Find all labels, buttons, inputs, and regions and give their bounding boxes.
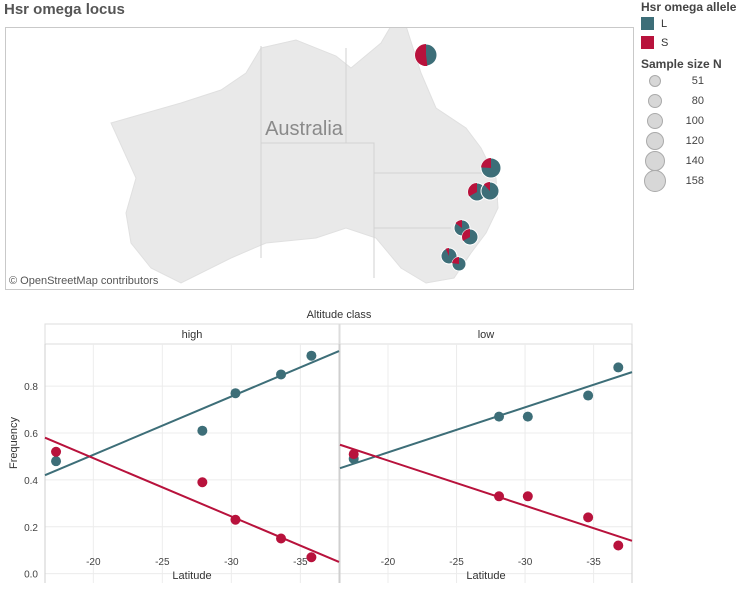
size-legend-label: 140 xyxy=(685,155,704,167)
map-pie[interactable] xyxy=(414,43,438,67)
x-tick-label: -20 xyxy=(86,557,101,568)
data-point-l[interactable] xyxy=(306,350,317,361)
data-point-s[interactable] xyxy=(276,533,287,544)
pie-slice-s xyxy=(461,229,470,241)
map-pies xyxy=(414,43,502,272)
facet-header: high xyxy=(182,329,203,341)
data-point-l[interactable] xyxy=(197,425,208,436)
data-point-s[interactable] xyxy=(348,449,359,460)
x-tick-label: -20 xyxy=(381,557,396,568)
pie-slice-s xyxy=(483,182,490,191)
page-title: Hsr omega locus xyxy=(4,1,125,18)
allele-l-swatch xyxy=(641,17,654,30)
pie-slice-s xyxy=(445,248,449,256)
trend-line-s xyxy=(339,443,633,542)
data-point-s[interactable] xyxy=(197,477,208,488)
data-point-l[interactable] xyxy=(51,456,62,467)
map-country-label: Australia xyxy=(265,118,344,140)
map-pie[interactable] xyxy=(480,157,502,179)
legend: Hsr omega allele L S Sample size N 51 80 1… xyxy=(641,0,749,192)
map-attribution: © OpenStreetMap contributors xyxy=(9,275,159,287)
x-axis-label: Latitude xyxy=(466,570,505,582)
legend-item-l[interactable]: L xyxy=(641,14,749,33)
y-tick-label: 0.0 xyxy=(24,570,38,581)
data-point-l[interactable] xyxy=(613,362,624,373)
y-tick-label: 0.4 xyxy=(24,476,38,487)
data-point-s[interactable] xyxy=(51,446,62,457)
x-tick-label: -30 xyxy=(224,557,239,568)
data-point-l[interactable] xyxy=(276,369,287,380)
x-axis-label: Latitude xyxy=(172,570,211,582)
trend-line-s xyxy=(44,436,340,563)
legend-item-label: L xyxy=(661,17,668,30)
size-legend-items: 51 80 100 120 140 158 xyxy=(641,71,749,192)
size-legend-item[interactable]: 80 xyxy=(641,91,749,111)
size-legend-label: 80 xyxy=(691,95,704,107)
facet-header: low xyxy=(478,329,495,341)
pie-slice-s xyxy=(452,257,459,264)
x-tick-label: -30 xyxy=(518,557,533,568)
size-circle-icon xyxy=(648,94,662,108)
state-borders xyxy=(260,46,496,278)
data-point-s[interactable] xyxy=(230,514,241,525)
trend-line-l xyxy=(339,371,633,470)
size-circle-icon xyxy=(644,170,666,192)
size-legend-item[interactable]: 100 xyxy=(641,111,749,131)
australia-map: Australia xyxy=(110,28,502,284)
size-legend-item[interactable]: 158 xyxy=(641,170,749,192)
data-point-l[interactable] xyxy=(583,390,594,401)
x-tick-label: -35 xyxy=(293,557,308,568)
y-tick-label: 0.8 xyxy=(24,382,38,393)
size-legend-label: 51 xyxy=(691,75,704,87)
x-tick-label: -25 xyxy=(449,557,464,568)
pie-slice-s xyxy=(414,44,428,66)
y-tick-label: 0.6 xyxy=(24,429,38,440)
map-pie[interactable] xyxy=(451,256,467,272)
y-tick-label: 0.2 xyxy=(24,523,38,534)
pie-slice-s xyxy=(468,183,477,197)
data-point-l[interactable] xyxy=(494,411,505,422)
australia-landmass xyxy=(110,28,499,284)
size-legend-title: Sample size N xyxy=(641,57,722,71)
data-point-l[interactable] xyxy=(522,411,533,422)
data-point-s[interactable] xyxy=(306,552,317,563)
legend-item-label: S xyxy=(661,36,669,49)
size-legend-label: 120 xyxy=(685,135,704,147)
allele-legend-title: Hsr omega allele xyxy=(641,0,737,14)
size-legend-label: 158 xyxy=(685,175,704,187)
size-legend-label: 100 xyxy=(685,115,704,127)
pie-slice-s xyxy=(481,158,491,168)
facet-panel-high: high -20 -25 -30 -35 Latitude xyxy=(44,323,340,583)
data-point-s[interactable] xyxy=(583,512,594,523)
data-point-l[interactable] xyxy=(230,388,241,399)
allele-s-swatch xyxy=(641,36,654,49)
frequency-chart: Altitude class high-20 -25 -30 -35Latitudel… xyxy=(8,309,633,583)
size-circle-icon xyxy=(647,113,663,129)
legend-item-s[interactable]: S xyxy=(641,33,749,52)
map-panel[interactable]: Australia © OpenStreetMap contributors xyxy=(5,27,634,290)
map-pie[interactable] xyxy=(480,181,500,201)
y-axis-label: Frequency xyxy=(8,417,20,469)
chart-panels: high -20 -25 -30 -35 Latitude low -20 -25 -30 -35 L… xyxy=(24,323,633,583)
data-point-s[interactable] xyxy=(494,491,505,502)
map-pie[interactable] xyxy=(461,228,479,246)
size-legend-item[interactable]: 120 xyxy=(641,131,749,151)
size-circle-icon xyxy=(649,75,661,87)
trend-line-l xyxy=(44,350,340,477)
size-legend-item[interactable]: 51 xyxy=(641,71,749,91)
column-header: Altitude class xyxy=(307,309,372,321)
size-legend-item[interactable]: 140 xyxy=(641,151,749,171)
data-point-s[interactable] xyxy=(522,491,533,502)
x-tick-label: -25 xyxy=(155,557,170,568)
x-tick-label: -35 xyxy=(586,557,601,568)
size-circle-icon xyxy=(646,132,664,150)
facet-panel-low: low -20 -25 -30 -35 Latitude xyxy=(339,323,633,583)
data-point-s[interactable] xyxy=(613,540,624,551)
pie-slice-s xyxy=(455,220,462,228)
size-circle-icon xyxy=(645,151,665,171)
